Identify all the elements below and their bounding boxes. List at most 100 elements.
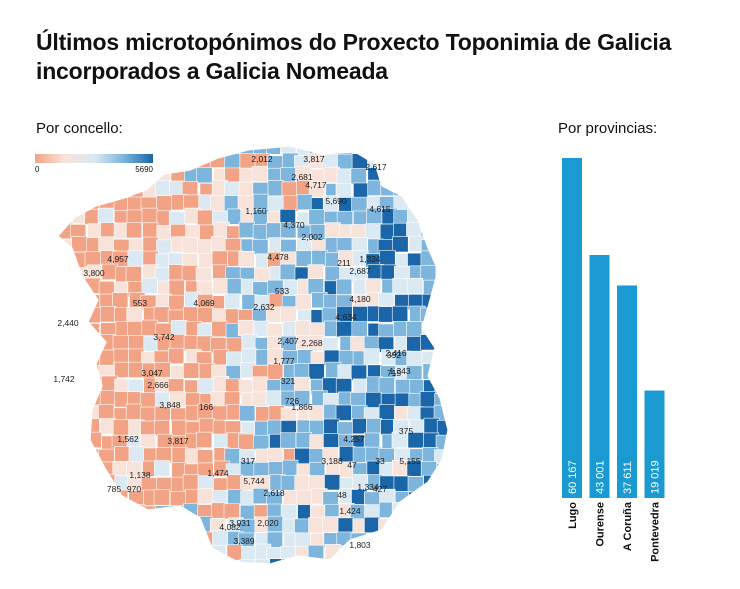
municipality-cell [72, 574, 88, 580]
municipality-cell [84, 151, 101, 168]
municipality-cell [70, 561, 87, 564]
municipality-cell [30, 323, 45, 339]
municipality-cell [112, 292, 129, 309]
municipality-cell [406, 146, 424, 156]
municipality-cell [58, 516, 74, 533]
municipality-cell [395, 379, 412, 396]
municipality-cell [126, 151, 143, 168]
municipality-cell [58, 431, 73, 448]
municipality-cell [140, 532, 157, 549]
municipality-cell [353, 182, 370, 199]
municipality-cell [408, 169, 425, 186]
municipality-cell [281, 573, 297, 580]
municipality-label: 2,440 [57, 318, 79, 328]
municipality-cell [436, 503, 448, 521]
municipality-cell [60, 575, 76, 580]
municipality-cell [127, 321, 144, 338]
municipality-cell [73, 293, 90, 310]
municipality-cell [58, 181, 75, 198]
municipality-cell [309, 560, 326, 564]
municipality-cell [436, 295, 448, 312]
municipality-cell [437, 516, 448, 533]
municipality-cell [434, 365, 448, 382]
municipality-cell [407, 476, 424, 493]
municipality-cell [100, 146, 117, 155]
municipality-cell [31, 307, 46, 323]
municipality-cell [31, 434, 47, 450]
municipality-cell [71, 181, 89, 199]
municipality-cell [32, 518, 48, 534]
municipality-cell [392, 236, 409, 253]
municipality-cell [197, 306, 214, 323]
municipality-cell [420, 518, 437, 535]
municipality-cell [225, 561, 242, 564]
municipality-cell [434, 309, 448, 326]
municipality-cell [421, 146, 438, 157]
municipality-cell [140, 420, 157, 437]
municipality-cell [58, 249, 59, 266]
municipality-cell [434, 477, 448, 494]
municipality-cell [308, 209, 325, 226]
municipality-cell [392, 166, 409, 183]
municipality-cell [351, 321, 368, 338]
municipality-cell [295, 294, 312, 311]
municipality-cell [141, 547, 158, 564]
municipality-cell [99, 349, 116, 366]
municipality-cell [196, 431, 213, 448]
municipality-cell [223, 503, 240, 520]
municipality-cell [30, 334, 44, 350]
municipality-label: 4,082 [219, 522, 241, 532]
municipality-cell [226, 351, 243, 368]
municipality-cell [58, 474, 62, 491]
municipality-cell [196, 167, 213, 184]
municipality-cell [70, 146, 87, 157]
municipality-cell [30, 562, 45, 578]
municipality-cell [212, 278, 229, 295]
municipality-cell [71, 473, 88, 491]
municipality-cell [363, 348, 380, 365]
municipality-cell [307, 278, 324, 295]
municipality-cell [85, 167, 102, 184]
municipality-label: 2,666 [147, 380, 169, 390]
municipality-cell [87, 532, 104, 549]
municipality-cell [58, 404, 74, 422]
municipality-cell [365, 560, 382, 564]
municipality-cell [84, 350, 101, 367]
municipality-cell [307, 264, 324, 281]
municipality-cell [350, 364, 368, 381]
municipality-cell [112, 166, 129, 183]
municipality-cell [129, 517, 146, 534]
municipality-cell [211, 250, 228, 267]
municipality-label: 2,020 [257, 518, 279, 528]
municipality-cell [58, 503, 75, 520]
municipality-cell [392, 531, 409, 548]
municipality-cell [70, 532, 88, 549]
bar-category-label: A Coruña [622, 501, 634, 551]
municipality-label: 166 [199, 402, 213, 412]
municipality-cell [295, 320, 312, 337]
municipality-cell [434, 146, 448, 158]
municipality-cell [128, 446, 145, 463]
municipality-cell [58, 419, 60, 436]
municipality-cell [58, 529, 73, 546]
municipality-label: 1,334 [357, 482, 379, 492]
municipality-cell [58, 490, 61, 507]
municipality-cell [197, 488, 214, 505]
municipality-cell [366, 418, 383, 435]
municipality-cell [127, 335, 145, 352]
municipality-cell [58, 560, 61, 564]
municipality-cell [139, 153, 156, 170]
municipality-cell [265, 390, 282, 407]
municipality-cell [293, 363, 310, 380]
municipality-cell [433, 561, 448, 564]
municipality-cell [420, 250, 437, 267]
municipality-label: 4,257 [343, 434, 365, 444]
municipality-cell [59, 146, 76, 157]
municipality-cell [434, 545, 448, 562]
municipality-cell [140, 392, 157, 409]
municipality-cell [113, 503, 130, 520]
municipality-cell [335, 278, 353, 295]
municipality-cell [434, 225, 448, 242]
municipality-cell [242, 572, 257, 580]
municipality-cell [58, 446, 74, 463]
